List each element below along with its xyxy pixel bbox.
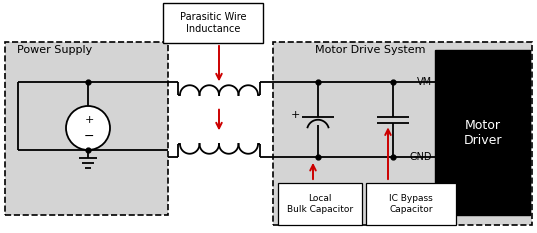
Text: Motor
Driver: Motor Driver (464, 119, 502, 147)
Text: Local
Bulk Capacitor: Local Bulk Capacitor (287, 194, 353, 214)
Bar (278, 183, 362, 225)
Bar (435, 50, 530, 215)
Text: IC Bypass
Capacitor: IC Bypass Capacitor (389, 194, 433, 214)
Bar (366, 183, 456, 225)
Text: Power Supply: Power Supply (17, 45, 92, 55)
Text: Parasitic Wire
Inductance: Parasitic Wire Inductance (180, 12, 246, 34)
Bar (5, 42, 168, 215)
Text: Motor Drive System: Motor Drive System (315, 45, 425, 55)
Text: −: − (84, 130, 95, 143)
Bar (273, 42, 532, 225)
Bar (163, 3, 263, 43)
Text: VM: VM (417, 77, 432, 87)
Circle shape (66, 106, 110, 150)
Text: GND: GND (410, 152, 432, 162)
Text: +: + (291, 110, 300, 120)
Text: +: + (84, 115, 93, 125)
